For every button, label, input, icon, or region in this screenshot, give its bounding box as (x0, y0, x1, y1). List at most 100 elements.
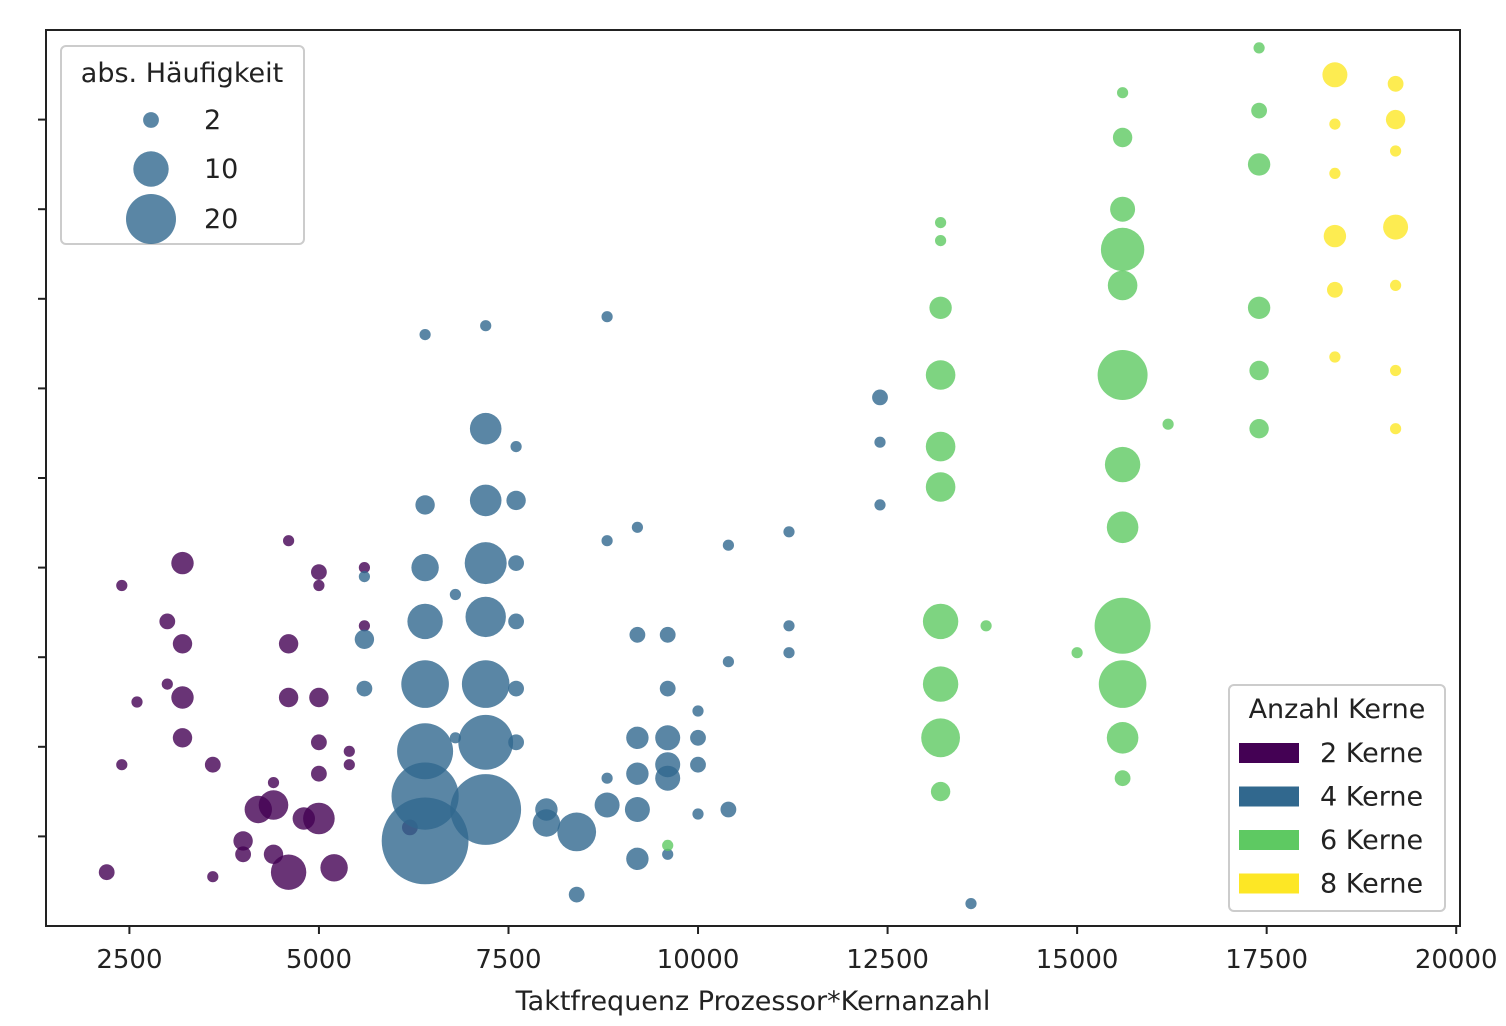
scatter-point (278, 634, 299, 654)
scatter-point (692, 705, 704, 717)
scatter-point (690, 756, 706, 773)
scatter-point (397, 723, 454, 780)
scatter-point (1390, 145, 1402, 157)
scatter-point (626, 847, 649, 870)
scatter-point (1112, 127, 1133, 148)
color-legend-box (1228, 684, 1446, 912)
scatter-point (508, 555, 524, 571)
scatter-point (624, 797, 650, 822)
scatter-point (458, 714, 514, 770)
scatter-point (925, 431, 956, 462)
scatter-point (267, 777, 280, 789)
scatter-point (116, 759, 128, 771)
points-layer (98, 42, 1409, 910)
scatter-point (283, 535, 295, 547)
color-legend-label: 6 Kerne (1320, 825, 1423, 856)
x-axis: 2500 5000 7500 10000 12500 15000 17500 20000 (96, 926, 1498, 975)
scatter-point (461, 660, 510, 708)
color-legend: Anzahl Kerne 2 Kerne 4 Kerne 6 Kerne 8 Kern… (1228, 684, 1446, 912)
scatter-point (783, 526, 795, 538)
scatter-point (1249, 360, 1269, 381)
scatter-point (1253, 42, 1265, 54)
scatter-point (171, 551, 194, 575)
scatter-point (419, 329, 431, 341)
scatter-point (1249, 419, 1269, 439)
scatter-point (925, 472, 956, 502)
scatter-point (415, 495, 435, 515)
x-tick-label: 5000 (286, 945, 352, 975)
scatter-point (629, 626, 646, 643)
color-legend-label: 4 Kerne (1320, 782, 1423, 813)
scatter-point (506, 490, 526, 511)
scatter-point (662, 848, 674, 860)
color-legend-swatch (1239, 743, 1299, 763)
scatter-point (1098, 660, 1147, 708)
scatter-point (508, 734, 524, 751)
x-axis-title: Taktfrequenz Prozessor*Kernanzahl (515, 986, 991, 1017)
scatter-point (508, 680, 524, 697)
color-legend-label: 8 Kerne (1320, 869, 1423, 900)
scatter-point (278, 687, 299, 708)
scatter-point (465, 596, 506, 638)
scatter-point (1104, 446, 1141, 483)
scatter-point (1071, 647, 1083, 659)
scatter-point (1097, 350, 1148, 400)
scatter-point (381, 797, 469, 885)
scatter-point (508, 613, 524, 630)
scatter-point (626, 726, 649, 749)
scatter-point (922, 603, 959, 640)
scatter-point (159, 613, 176, 630)
scatter-point (1100, 227, 1145, 272)
scatter-point (601, 535, 613, 547)
scatter-point (1390, 279, 1402, 291)
scatter-point (1390, 364, 1402, 377)
y-axis (38, 118, 46, 838)
scatter-point (1322, 62, 1348, 88)
color-legend-title: Anzahl Kerne (1249, 694, 1426, 725)
scatter-point (358, 562, 370, 574)
scatter-point (1383, 214, 1409, 240)
scatter-point (1107, 270, 1138, 301)
scatter-point (922, 666, 959, 702)
scatter-point (303, 802, 335, 835)
scatter-point (690, 729, 706, 746)
scatter-point (1323, 224, 1347, 248)
color-legend-swatch (1239, 830, 1299, 850)
color-legend-entries: 2 Kerne 4 Kerne 6 Kerne 8 Kerne (1239, 738, 1423, 900)
scatter-point (172, 634, 193, 654)
size-legend-title: abs. Häufigkeit (81, 58, 283, 89)
scatter-point (311, 734, 327, 751)
scatter-point (1110, 196, 1136, 222)
scatter-point (601, 311, 613, 323)
scatter-point (311, 564, 327, 580)
x-tick-label: 7500 (475, 945, 541, 975)
scatter-point (358, 620, 370, 632)
scatter-point (872, 389, 888, 406)
scatter-point (1329, 167, 1341, 179)
scatter-point (343, 759, 355, 771)
scatter-point (449, 732, 461, 744)
scatter-point (450, 774, 522, 845)
scatter-point (925, 360, 956, 390)
scatter-point (1387, 75, 1404, 92)
scatter-point (874, 499, 886, 511)
scatter-point (356, 680, 373, 697)
scatter-point (480, 320, 492, 332)
scatter-point (407, 603, 443, 640)
scatter-point (469, 412, 502, 445)
size-legend-label: 10 (204, 154, 238, 185)
scatter-point (929, 296, 952, 319)
size-legend-label: 2 (204, 105, 221, 136)
scatter-point (722, 656, 735, 668)
scatter-point (1117, 87, 1129, 99)
size-legend: abs. Häufigkeit 2 10 20 (60, 45, 305, 245)
scatter-point (161, 678, 173, 690)
scatter-point (449, 588, 461, 601)
scatter-point (270, 854, 307, 890)
size-legend-marker (133, 151, 169, 187)
scatter-point (320, 854, 348, 882)
scatter-point (655, 725, 681, 751)
scatter-point (172, 728, 193, 748)
scatter-point (313, 579, 325, 592)
